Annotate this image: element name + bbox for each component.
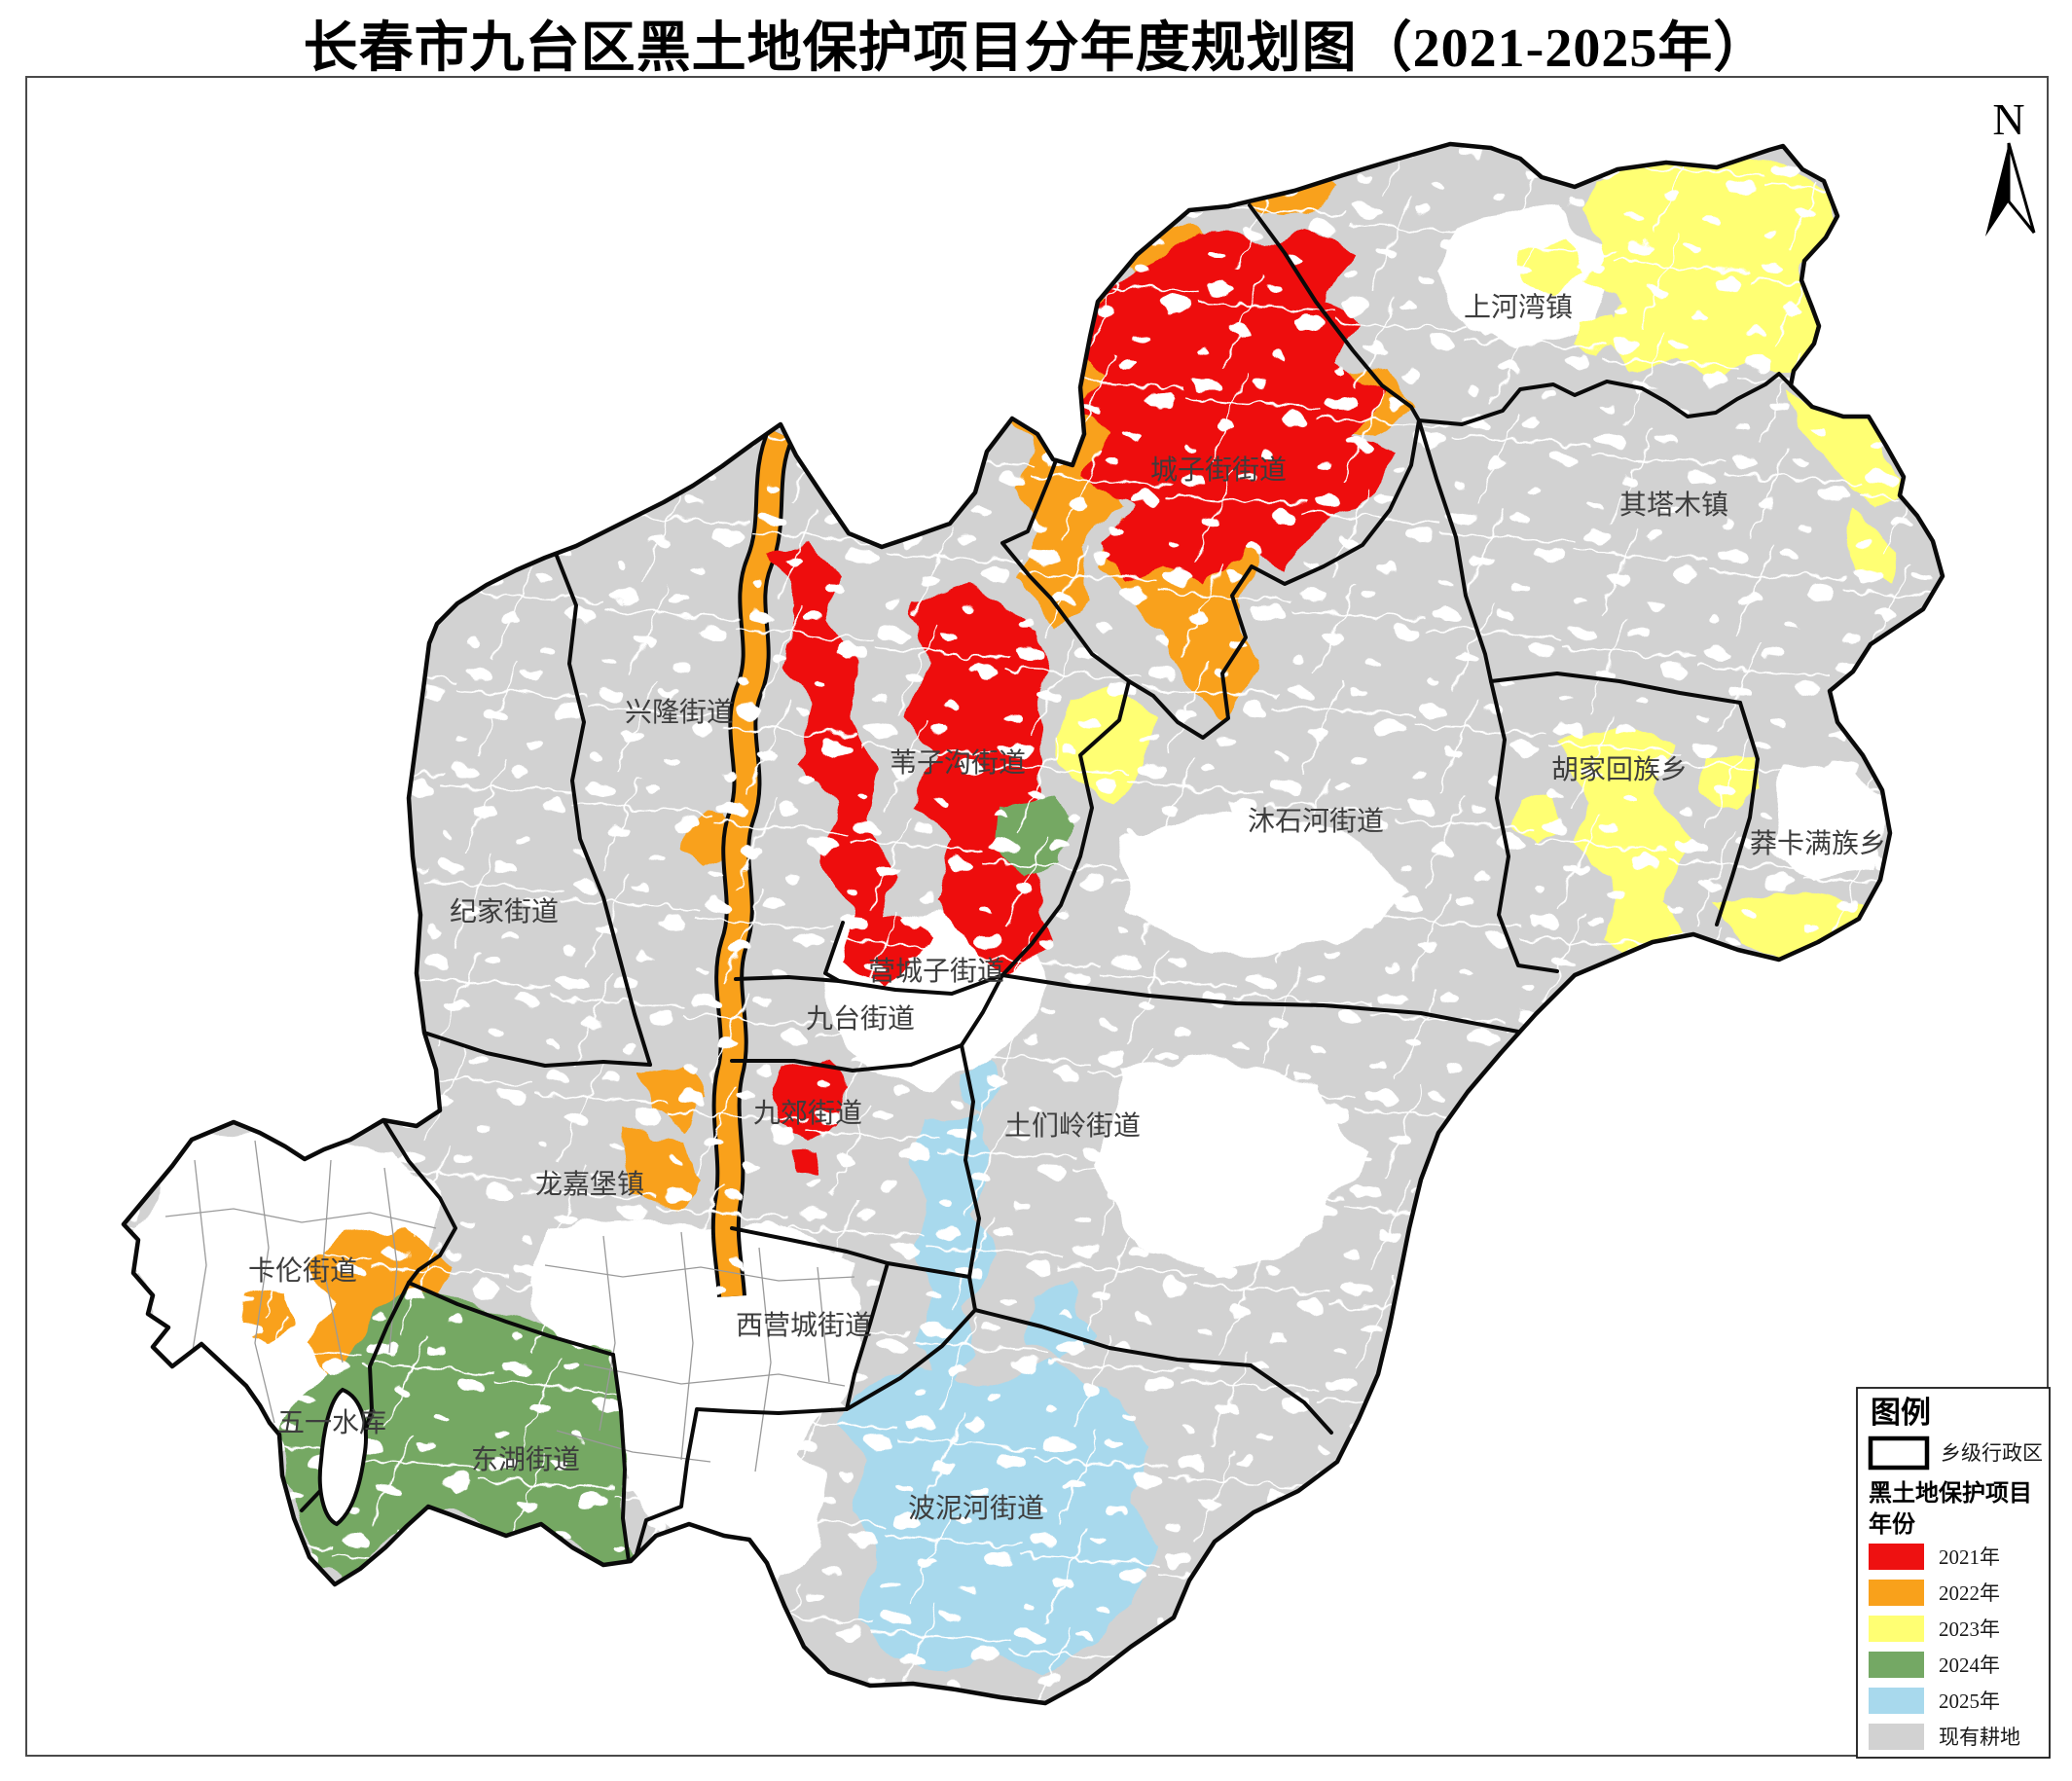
region-label: 上河湾镇 bbox=[1464, 292, 1573, 323]
region-label: 土们岭街道 bbox=[1004, 1110, 1141, 1142]
legend-item: 2021年 bbox=[1869, 1544, 2000, 1570]
legend-label-2021: 2021年 bbox=[1939, 1545, 2000, 1569]
region-label: 营城子街道 bbox=[868, 956, 1004, 987]
legend-label-2025: 2025年 bbox=[1939, 1690, 2000, 1713]
region-label: 城子街街道 bbox=[1150, 454, 1287, 486]
region-label: 九郊街道 bbox=[753, 1098, 862, 1129]
legend-item: 2022年 bbox=[1869, 1580, 2000, 1606]
legend-swatch-farmland bbox=[1869, 1724, 1924, 1750]
region-label: 莽卡满族乡 bbox=[1750, 828, 1886, 859]
legend-item: 2024年 bbox=[1869, 1652, 2000, 1678]
township-boundaries bbox=[300, 203, 1793, 1563]
legend-title: 图例 bbox=[1871, 1396, 1931, 1430]
north-label: N bbox=[1992, 94, 2024, 144]
region-label: 纪家街道 bbox=[450, 896, 559, 927]
legend-swatch-2021 bbox=[1869, 1544, 1924, 1570]
legend-section-title-line1: 黑土地保护项目 bbox=[1869, 1480, 2032, 1507]
region-label: 沐石河街道 bbox=[1248, 806, 1384, 837]
legend-item: 2025年 bbox=[1869, 1688, 2000, 1714]
region-label: 波泥河街道 bbox=[908, 1493, 1044, 1524]
legend-swatch-2025 bbox=[1869, 1688, 1924, 1714]
legend-item: 2023年 bbox=[1869, 1616, 2000, 1642]
legend-item: 现有耕地 bbox=[1869, 1724, 2020, 1750]
region-label: 胡家回族乡 bbox=[1551, 754, 1688, 785]
map-frame bbox=[25, 76, 2049, 1757]
legend-swatch-2024 bbox=[1869, 1652, 1924, 1678]
farmland-mottling bbox=[124, 144, 1943, 1703]
district-outer-boundary bbox=[121, 141, 1945, 1706]
north-arrow-icon: N bbox=[1985, 94, 2036, 236]
wuyi-reservoir bbox=[317, 1387, 368, 1527]
region-label: 九台街道 bbox=[806, 1003, 915, 1035]
region-label: 兴隆街道 bbox=[625, 697, 734, 728]
legend-label-2022: 2022年 bbox=[1939, 1581, 2000, 1605]
region-label: 西营城街道 bbox=[736, 1310, 872, 1341]
region-label: 五一水库 bbox=[277, 1407, 386, 1438]
region-label: 卡伦街道 bbox=[248, 1255, 357, 1287]
legend-admin-label: 乡级行政区 bbox=[1941, 1441, 2043, 1465]
region-label: 苇子沟街道 bbox=[890, 747, 1026, 779]
region-labels: 上河湾镇 其塔木镇 城子街街道 兴隆街道 苇子沟街道 沐石河街道 胡家回族乡 莽… bbox=[248, 292, 1886, 1524]
legend-label-2024: 2024年 bbox=[1939, 1654, 2000, 1677]
village-boundaries bbox=[164, 1140, 855, 1472]
legend-label-farmland: 现有耕地 bbox=[1939, 1726, 2020, 1749]
legend-label-2023: 2023年 bbox=[1939, 1617, 2000, 1641]
region-label: 东湖街道 bbox=[471, 1444, 580, 1475]
map-title: 长春市九台区黑土地保护项目分年度规划图（2021-2025年） bbox=[303, 18, 1769, 79]
legend-admin-swatch bbox=[1868, 1436, 1930, 1471]
region-label: 其塔木镇 bbox=[1619, 490, 1728, 521]
region-label: 龙嘉堡镇 bbox=[535, 1169, 644, 1200]
legend: 图例 乡级行政区 黑土地保护项目 年份 2021年 2022年 2023年 20… bbox=[1856, 1387, 2051, 1759]
legend-section-title-line2: 年份 bbox=[1869, 1510, 1916, 1538]
legend-swatch-2023 bbox=[1869, 1616, 1924, 1642]
legend-swatch-2022 bbox=[1869, 1580, 1924, 1606]
